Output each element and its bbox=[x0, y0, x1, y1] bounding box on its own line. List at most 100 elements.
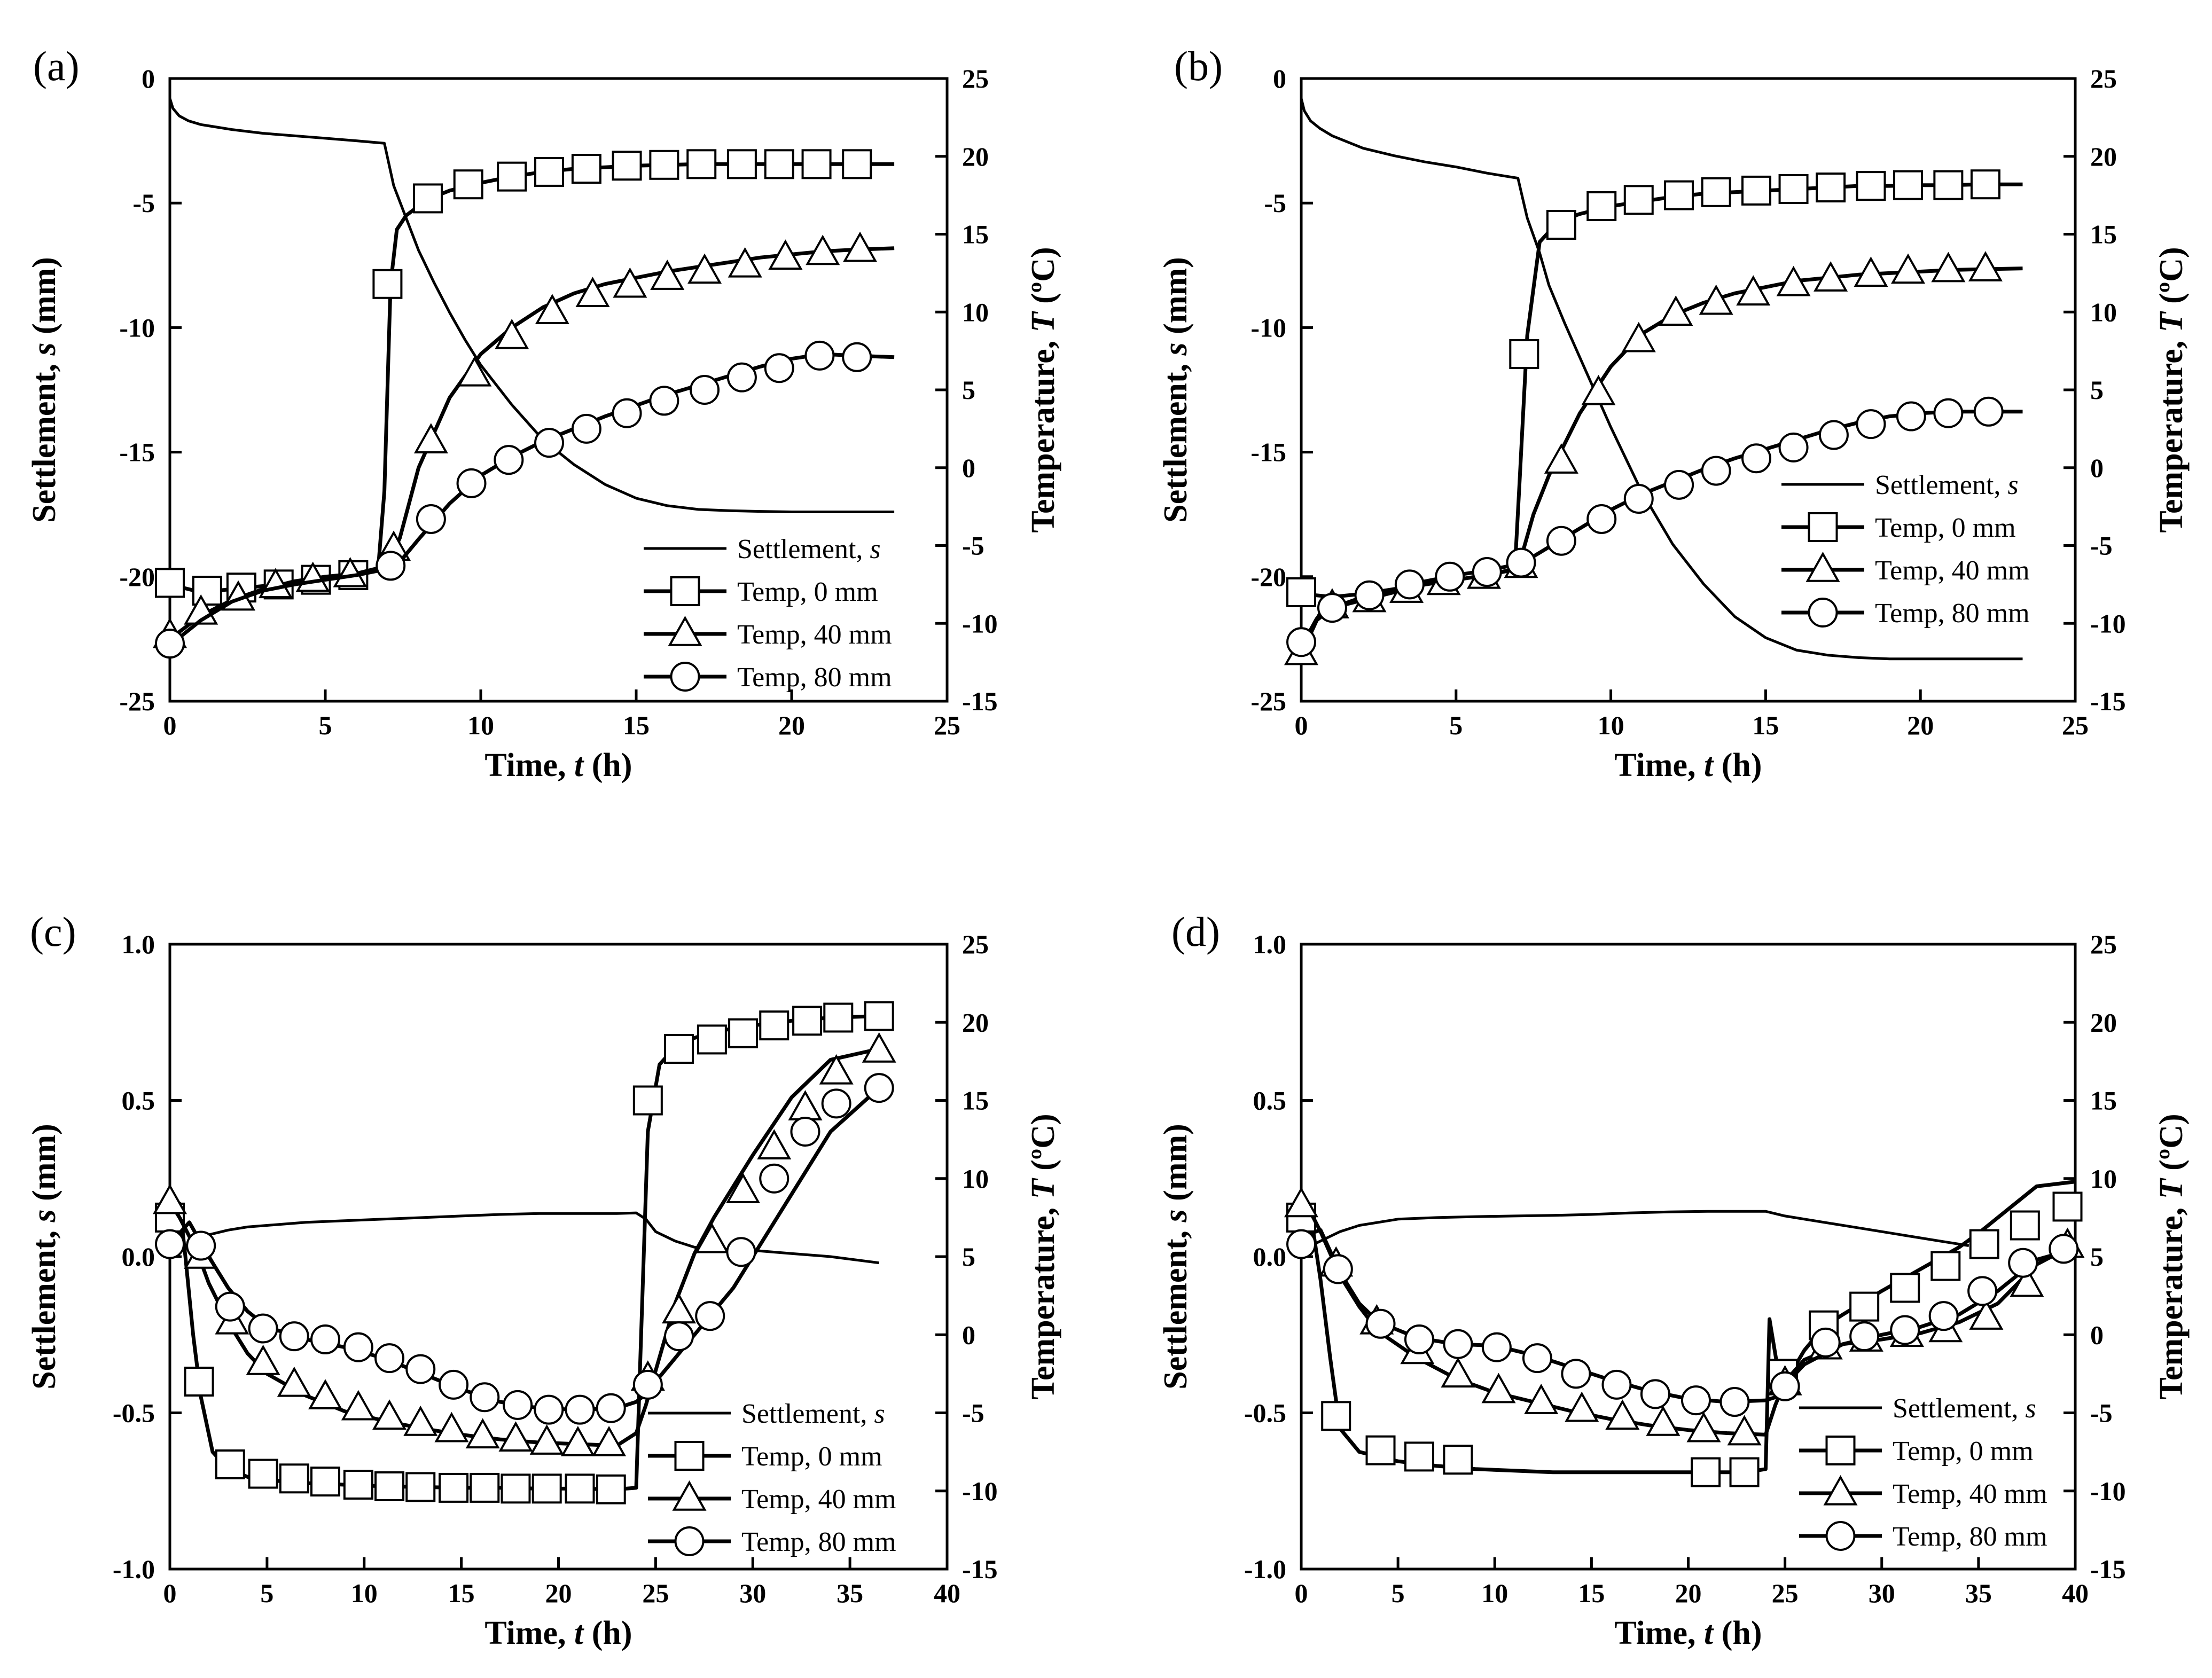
series-marker-square bbox=[497, 161, 527, 192]
series-marker-circle bbox=[186, 1230, 216, 1261]
series-marker-circle bbox=[1323, 1254, 1353, 1284]
legend: Settlement, s Temp, 0 mm Temp, 40 mm Temp, … bbox=[1781, 470, 2030, 629]
series-marker-square bbox=[612, 151, 642, 181]
series-marker-square bbox=[374, 1471, 405, 1501]
y-tick-label: -25 bbox=[1250, 686, 1286, 716]
y2-tick-label: -15 bbox=[962, 1554, 998, 1584]
legend-label-text: Temp, 0 mm bbox=[1893, 1436, 2034, 1467]
series-marker-square bbox=[1856, 171, 1886, 201]
series-marker-triangle bbox=[1441, 1357, 1475, 1388]
series-marker-circle bbox=[155, 1229, 185, 1259]
series-marker-square bbox=[501, 1473, 531, 1504]
series-marker-square bbox=[842, 149, 872, 179]
x-tick-label: 35 bbox=[837, 1578, 863, 1608]
legend-marker-circle bbox=[670, 662, 700, 692]
series-marker-square bbox=[1404, 1441, 1434, 1472]
series-marker-circle bbox=[1601, 1369, 1632, 1400]
x-tick-label: 5 bbox=[260, 1578, 273, 1608]
y-tick-label: -0.5 bbox=[113, 1398, 155, 1428]
x-axis-title-part: (h) bbox=[1713, 1615, 1762, 1651]
series-marker-circle bbox=[1701, 456, 1731, 486]
legend-marker-square bbox=[674, 1441, 705, 1471]
y2-tick-label: 15 bbox=[2090, 219, 2117, 249]
y-axis-title: Settlement, s (mm) bbox=[1158, 257, 1194, 523]
legend-label-text: Temp, 80 mm bbox=[741, 1527, 896, 1557]
series-marker-circle bbox=[1856, 409, 1886, 440]
y2-axis-title: Temperature, T (ºC) bbox=[1025, 1114, 1061, 1399]
series-marker-triangle bbox=[1776, 265, 1811, 296]
y-tick-label: -5 bbox=[132, 188, 155, 218]
y-tick-label: 1.0 bbox=[1253, 929, 1287, 959]
series-line-none bbox=[1300, 1210, 1969, 1252]
series-marker-circle bbox=[632, 1369, 663, 1400]
y-tick-label: 1.0 bbox=[122, 929, 155, 959]
series-marker-square bbox=[1509, 339, 1539, 369]
series-marker-square bbox=[728, 1018, 759, 1048]
series-marker-triangle bbox=[372, 1399, 407, 1430]
series-marker-triangle bbox=[457, 356, 492, 387]
legend-label: Temp, 40 mm bbox=[741, 1484, 896, 1515]
x-tick-label: 20 bbox=[1907, 710, 1934, 740]
y2-axis-title: Temperature, T (ºC) bbox=[2153, 1114, 2190, 1399]
y2-tick-label: 0 bbox=[962, 453, 975, 483]
legend-label-text: Temp, 80 mm bbox=[1893, 1522, 2047, 1552]
y2-axis-title: Temperature, T (ºC) bbox=[1025, 247, 1061, 532]
x-tick-label: 15 bbox=[1578, 1578, 1605, 1608]
legend-label-var: s bbox=[2007, 470, 2018, 500]
series-marker-triangle bbox=[495, 318, 529, 349]
legend-label-var: s bbox=[2025, 1393, 2036, 1424]
series-marker-square bbox=[248, 1459, 278, 1489]
y2-tick-label: -10 bbox=[962, 1476, 998, 1506]
x-tick-label: 40 bbox=[2062, 1578, 2089, 1608]
series-marker-square bbox=[801, 149, 832, 179]
series-marker-circle bbox=[1640, 1379, 1670, 1409]
y2-tick-label: 25 bbox=[2090, 64, 2117, 93]
y2-tick-label: -10 bbox=[2090, 1476, 2126, 1506]
panel-label: (d) bbox=[1171, 908, 1220, 955]
series-marker-square bbox=[1286, 577, 1316, 607]
series-marker-circle bbox=[248, 1313, 278, 1344]
legend-marker-square bbox=[1808, 512, 1838, 542]
series-marker-circle bbox=[1770, 1371, 1800, 1401]
series-marker-triangle bbox=[694, 1222, 729, 1253]
legend: Settlement, s Temp, 0 mm Temp, 40 mm Temp, … bbox=[644, 534, 892, 693]
legend-label: Temp, 0 mm bbox=[737, 577, 878, 607]
series-marker-circle bbox=[1481, 1332, 1512, 1362]
x-axis-title: Time, t (h) bbox=[1614, 747, 1762, 783]
series-marker-square bbox=[571, 154, 601, 184]
legend-label: Settlement, s bbox=[737, 534, 881, 564]
series-marker-triangle bbox=[465, 1418, 500, 1449]
x-tick-label: 5 bbox=[319, 710, 332, 740]
x-axis-title-part: Time, bbox=[484, 1615, 574, 1651]
panel-label: (b) bbox=[1174, 43, 1223, 89]
legend-marker-square bbox=[1825, 1436, 1856, 1465]
y2-tick-label: 20 bbox=[962, 1007, 989, 1037]
legend-label-var: s bbox=[870, 534, 880, 564]
series-marker-circle bbox=[279, 1321, 309, 1352]
legend-label-text: Settlement, bbox=[741, 1399, 874, 1429]
series-marker-triangle bbox=[498, 1421, 533, 1452]
series-marker-circle bbox=[1472, 557, 1502, 587]
series-marker-circle bbox=[1778, 432, 1809, 462]
series-marker-square bbox=[534, 156, 565, 187]
y-axis-title-part: Settlement, bbox=[26, 1222, 62, 1389]
legend-label: Temp, 80 mm bbox=[741, 1527, 896, 1557]
series-marker-circle bbox=[1443, 1329, 1473, 1359]
series-marker-circle bbox=[1317, 593, 1347, 623]
series-marker-circle bbox=[1365, 1308, 1396, 1339]
series-marker-circle bbox=[1286, 1229, 1316, 1259]
series-marker-square bbox=[764, 149, 794, 179]
y-axis-title-part: s bbox=[1158, 1209, 1194, 1222]
y2-tick-label: 10 bbox=[2090, 297, 2117, 327]
series-marker-triangle bbox=[1524, 1384, 1559, 1414]
series-marker-square bbox=[1701, 177, 1731, 207]
y2-tick-label: 5 bbox=[2090, 375, 2104, 405]
y2-axis-title-part: (ºC) bbox=[1025, 247, 1061, 312]
series-marker-circle bbox=[374, 1343, 405, 1374]
y-tick-label: -1.0 bbox=[1244, 1554, 1286, 1584]
series-marker-circle bbox=[864, 1073, 894, 1103]
series-marker-triangle bbox=[1890, 253, 1926, 284]
x-tick-label: 15 bbox=[448, 1578, 475, 1608]
y-tick-label: 0.5 bbox=[1253, 1086, 1287, 1116]
series-marker-triangle bbox=[613, 267, 647, 298]
